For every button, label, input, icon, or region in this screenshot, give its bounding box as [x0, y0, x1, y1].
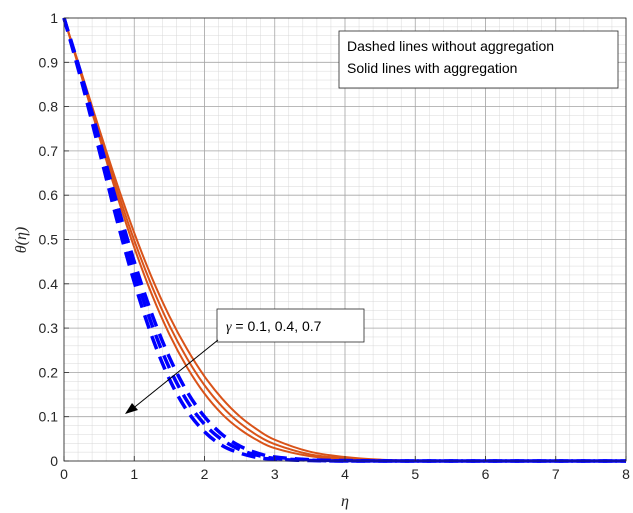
y-tick-label: 1: [50, 10, 58, 26]
annotation-values: = 0.1, 0.4, 0.7: [232, 318, 322, 334]
y-tick-label: 0.4: [39, 276, 59, 292]
x-tick-labels: 0 1 2 3 4 5 6 7 8: [60, 466, 630, 482]
y-tick-label: 0.1: [39, 409, 59, 425]
y-tick-label: 0.8: [39, 99, 59, 115]
x-tick-label: 2: [201, 466, 209, 482]
y-tick-label: 0.7: [39, 143, 59, 159]
y-tick-label: 0.6: [39, 187, 59, 203]
y-axis-label: θ(η): [13, 227, 30, 253]
annotation-box: [216, 308, 365, 343]
y-tick-label: 0.5: [39, 232, 59, 248]
legend-frame: [338, 30, 619, 89]
y-tick-label: 0: [50, 453, 58, 469]
annotation-arrow-line: [130, 339, 219, 411]
y-tick-label: 0.9: [39, 54, 59, 70]
x-tick-label: 4: [341, 466, 349, 482]
x-tick-label: 6: [482, 466, 490, 482]
y-tick-label: 0.3: [39, 320, 59, 336]
y-tick-label: 0.2: [39, 364, 59, 380]
x-tick-label: 7: [552, 466, 560, 482]
legend-box: Dashed lines without aggregation Solid l…: [338, 30, 619, 89]
legend-line-dashed: Dashed lines without aggregation: [347, 38, 554, 54]
annotation: γ = 0.1, 0.4, 0.7: [125, 308, 365, 414]
x-tick-label: 3: [271, 466, 279, 482]
x-tick-label: 5: [411, 466, 419, 482]
axis-ticks: [63, 17, 627, 462]
dashed-series-line-1: [62, 17, 626, 463]
x-tick-label: 1: [130, 466, 138, 482]
annotation-arrow-head: [125, 403, 138, 414]
annotation-text: γ = 0.1, 0.4, 0.7: [226, 318, 322, 335]
annotation-symbol: γ: [226, 320, 232, 335]
x-axis-label: η: [341, 493, 349, 510]
x-tick-label: 0: [60, 466, 68, 482]
x-tick-label: 8: [622, 466, 630, 482]
legend-line-solid: Solid lines with aggregation: [347, 60, 517, 76]
y-tick-labels: 0 0.1 0.2 0.3 0.4 0.5 0.6 0.7 0.8 0.9 1: [39, 10, 59, 469]
